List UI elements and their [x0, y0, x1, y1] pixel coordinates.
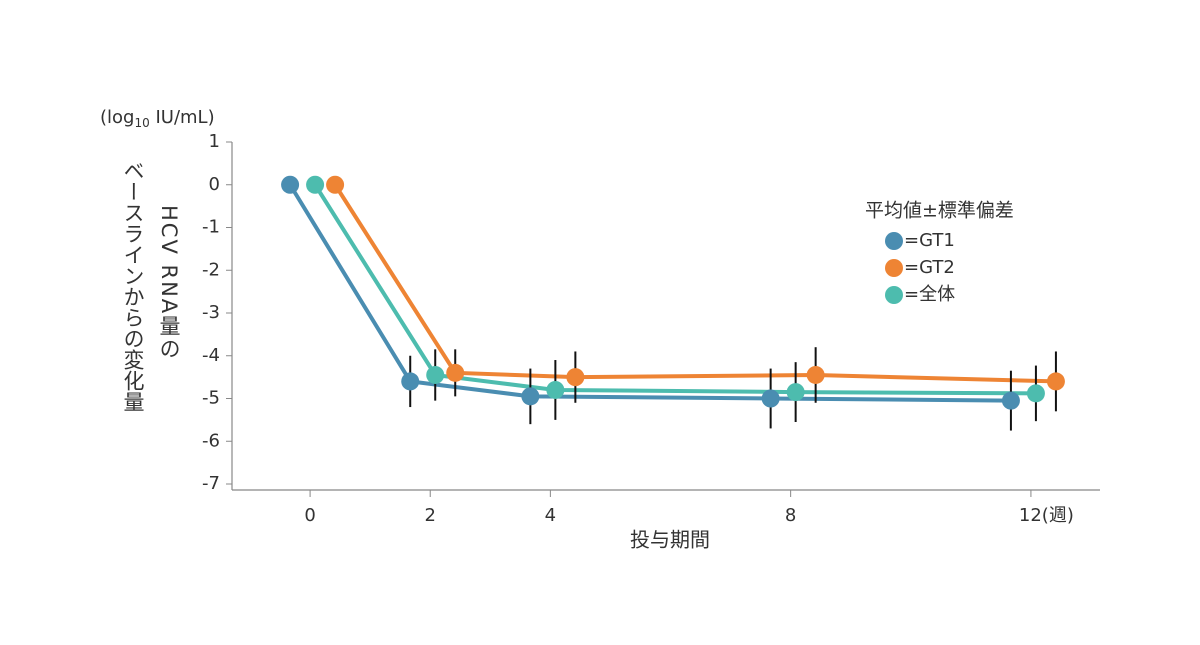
y-axis-title: ベースラインからの変化量	[121, 160, 145, 412]
data-point	[546, 380, 565, 399]
x-tick-label: 2	[425, 505, 436, 526]
data-point	[426, 365, 445, 384]
y-tick-label: -7	[202, 473, 220, 494]
data-point	[401, 372, 420, 391]
legend-marker	[885, 232, 903, 250]
y-tick-label: -6	[202, 430, 220, 451]
legend-label: =GT1	[904, 230, 955, 251]
y-tick-label: -4	[202, 345, 220, 366]
x-tick-label: 0	[304, 505, 315, 526]
y-tick-label: 0	[209, 174, 220, 195]
data-point	[281, 175, 300, 194]
y-tick-label: -5	[202, 388, 220, 409]
legend-marker	[885, 286, 903, 304]
x-axis-title: 投与期間	[630, 528, 710, 552]
data-point	[786, 383, 805, 402]
y-tick-label: -3	[202, 302, 220, 323]
data-point	[761, 389, 780, 408]
legend-title: 平均値±標準偏差	[865, 200, 1014, 222]
x-tick-label: 12(週)	[1019, 505, 1074, 526]
y-unit: (log10 IU/mL)	[100, 107, 215, 130]
data-point	[566, 368, 585, 387]
data-point	[1046, 372, 1065, 391]
data-point	[306, 175, 325, 194]
legend-marker	[885, 259, 903, 277]
x-tick-label: 4	[545, 505, 556, 526]
data-point	[1001, 391, 1020, 410]
data-point	[806, 365, 825, 384]
y-tick-label: -1	[202, 217, 220, 238]
x-tick-label: 8	[785, 505, 796, 526]
legend-label: =全体	[904, 284, 955, 305]
data-point	[521, 387, 540, 406]
y-tick-label: 1	[209, 131, 220, 152]
data-point	[446, 363, 465, 382]
y-axis-title: HCV RNA量の	[157, 205, 181, 361]
y-tick-label: -2	[202, 259, 220, 280]
data-point	[326, 175, 345, 194]
data-point	[1026, 384, 1045, 403]
legend-label: =GT2	[904, 257, 955, 278]
